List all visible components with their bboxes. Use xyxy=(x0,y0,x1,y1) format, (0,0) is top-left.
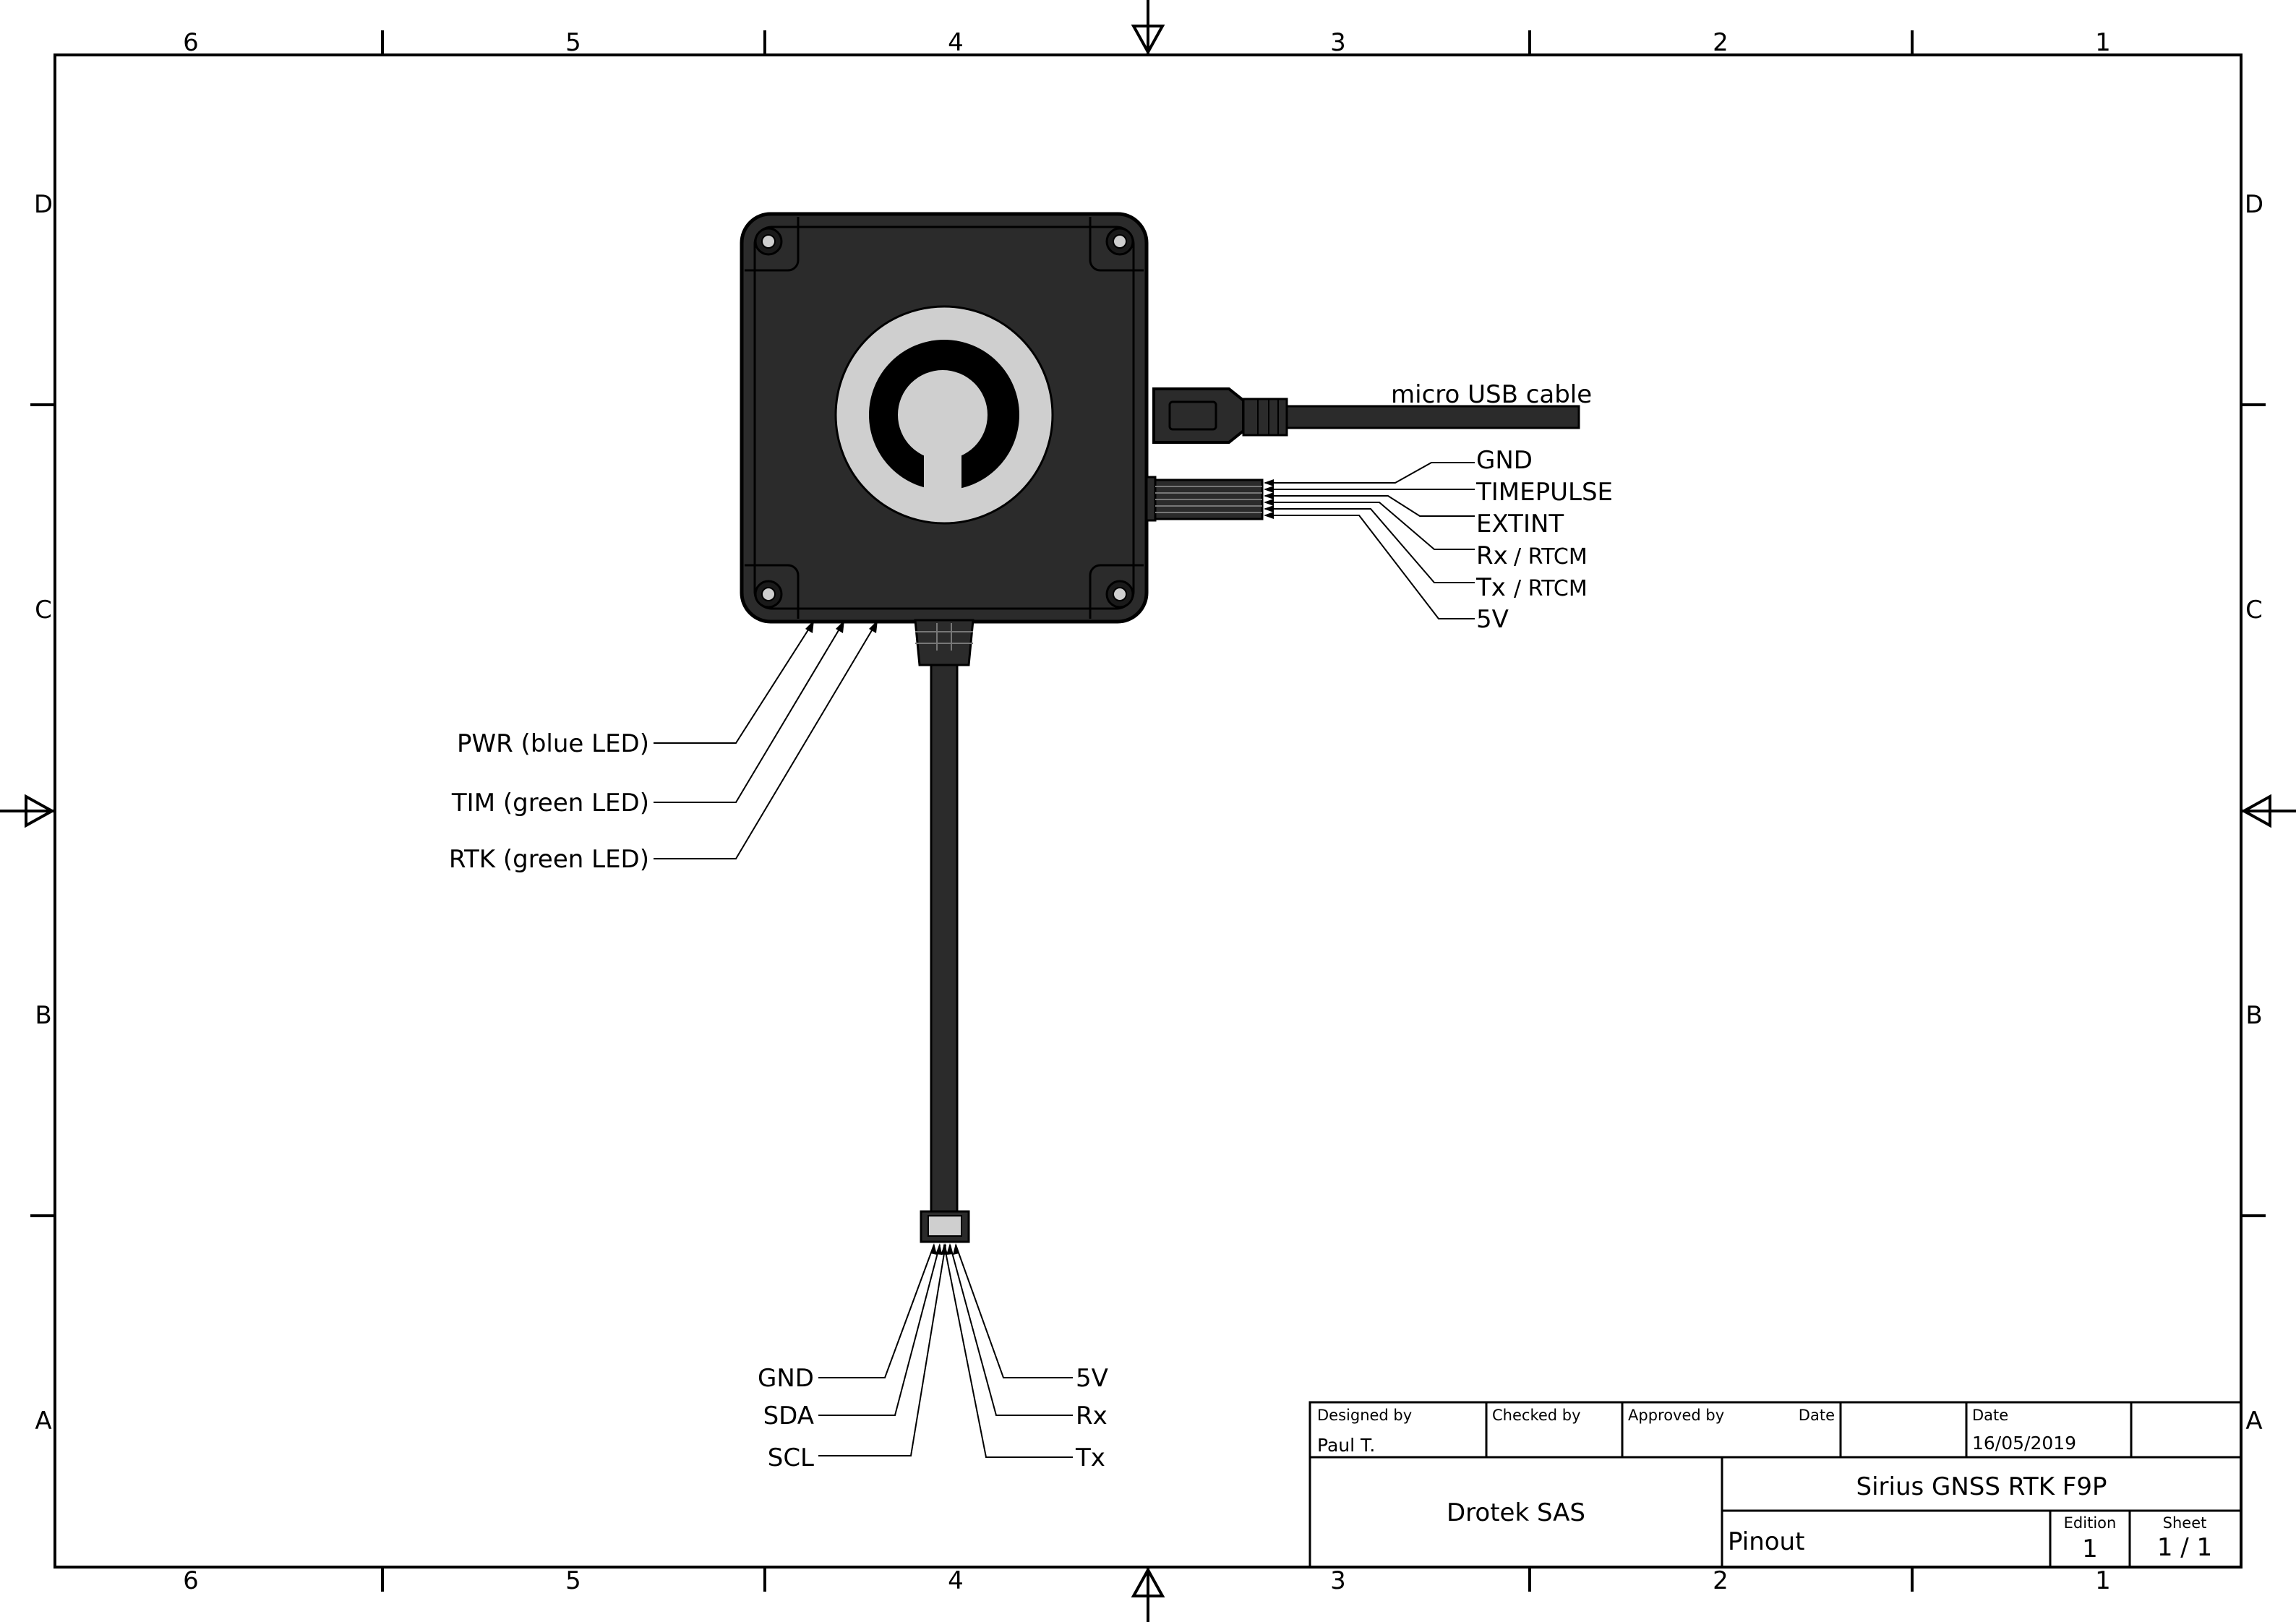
col-label: 3 xyxy=(1330,1566,1346,1595)
drotek-logo-icon xyxy=(834,305,1054,525)
document-type: Pinout xyxy=(1728,1527,1804,1556)
row-label: C xyxy=(2245,596,2263,625)
col-label: 4 xyxy=(948,1566,964,1595)
right-pin-label-5v: 5V xyxy=(1476,605,1509,634)
col-label: 3 xyxy=(1330,28,1346,57)
col-label: 4 xyxy=(948,28,964,57)
bottom-pin-label-tx: Tx xyxy=(1075,1443,1105,1472)
col-label: 5 xyxy=(565,1566,581,1595)
bottom-cable xyxy=(914,619,974,1243)
sheet-label: Sheet xyxy=(2163,1514,2207,1532)
micro-usb-connector xyxy=(1152,387,1580,444)
right-pin-label-timepulse: TIMEPULSE xyxy=(1475,478,1613,507)
gnss-module xyxy=(740,212,1149,624)
usb-cable-label: micro USB cable xyxy=(1391,380,1592,409)
right-pin-label-extint: EXTINT xyxy=(1476,510,1564,538)
right-pin-label-tx-rtcm: / RTCM xyxy=(1514,576,1588,601)
mounting-holes xyxy=(754,227,1134,609)
approved-by-label: Approved by xyxy=(1628,1407,1724,1424)
bottom-pin-label-gnd: GND xyxy=(758,1364,814,1393)
col-label: 2 xyxy=(1713,28,1729,57)
right-pin-leaders xyxy=(1265,462,1475,619)
right-pin-label-rx: Rx xyxy=(1476,541,1508,570)
row-label: D xyxy=(34,190,53,219)
col-label: 5 xyxy=(565,28,581,57)
led-arrows xyxy=(805,620,878,633)
bottom-pin-label-scl: SCL xyxy=(768,1443,814,1472)
col-label: 2 xyxy=(1713,1566,1729,1595)
col-label: 1 xyxy=(2095,28,2111,57)
bottom-pin-label-sda: SDA xyxy=(763,1402,814,1430)
grid-ticks xyxy=(30,30,2266,1592)
designed-by-value: Paul T. xyxy=(1317,1435,1375,1456)
row-labels-right: D C B A xyxy=(2245,190,2263,1436)
row-label: B xyxy=(35,1001,51,1030)
col-label: 6 xyxy=(183,28,199,57)
bottom-pin-arrows xyxy=(930,1243,959,1255)
row-label: B xyxy=(2245,1001,2262,1030)
right-pin-label-gnd: GND xyxy=(1476,446,1533,475)
designed-by-label: Designed by xyxy=(1317,1407,1412,1424)
bottom-pin-leaders xyxy=(818,1244,1073,1458)
row-labels-left: D C B A xyxy=(34,190,53,1436)
row-label: A xyxy=(35,1407,51,1436)
edition-value: 1 xyxy=(2082,1535,2098,1563)
col-label: 1 xyxy=(2095,1566,2111,1595)
right-pin-label-tx: Tx xyxy=(1475,573,1506,602)
date-label: Date xyxy=(1972,1407,2008,1424)
sheet-value: 1 / 1 xyxy=(2157,1533,2212,1562)
bottom-pin-label-5v: 5V xyxy=(1076,1364,1108,1393)
company-name: Drotek SAS xyxy=(1447,1498,1585,1527)
row-label: A xyxy=(2245,1407,2262,1436)
led-label-tim: TIM (green LED) xyxy=(451,789,649,818)
column-labels-bottom: 6 5 4 3 2 1 xyxy=(183,1566,2111,1595)
column-labels-top: 6 5 4 3 2 1 xyxy=(183,28,2111,57)
bottom-pin-label-rx: Rx xyxy=(1076,1402,1108,1430)
title-block xyxy=(1308,1401,2243,1569)
led-leaders xyxy=(654,622,877,859)
checked-by-label: Checked by xyxy=(1492,1407,1581,1424)
date-value: 16/05/2019 xyxy=(1972,1433,2076,1454)
edition-label: Edition xyxy=(2064,1514,2117,1532)
right-pin-arrows xyxy=(1264,479,1274,519)
right-pin-label-rx-rtcm: / RTCM xyxy=(1514,544,1588,570)
date-label-approval: Date xyxy=(1799,1407,1835,1424)
col-label: 6 xyxy=(183,1566,199,1595)
product-name: Sirius GNSS RTK F9P xyxy=(1856,1472,2107,1501)
led-label-rtk: RTK (green LED) xyxy=(449,845,649,874)
row-label: D xyxy=(2245,190,2263,219)
right-jst-connector xyxy=(1145,476,1264,522)
row-label: C xyxy=(35,596,52,625)
led-label-pwr: PWR (blue LED) xyxy=(457,729,649,758)
